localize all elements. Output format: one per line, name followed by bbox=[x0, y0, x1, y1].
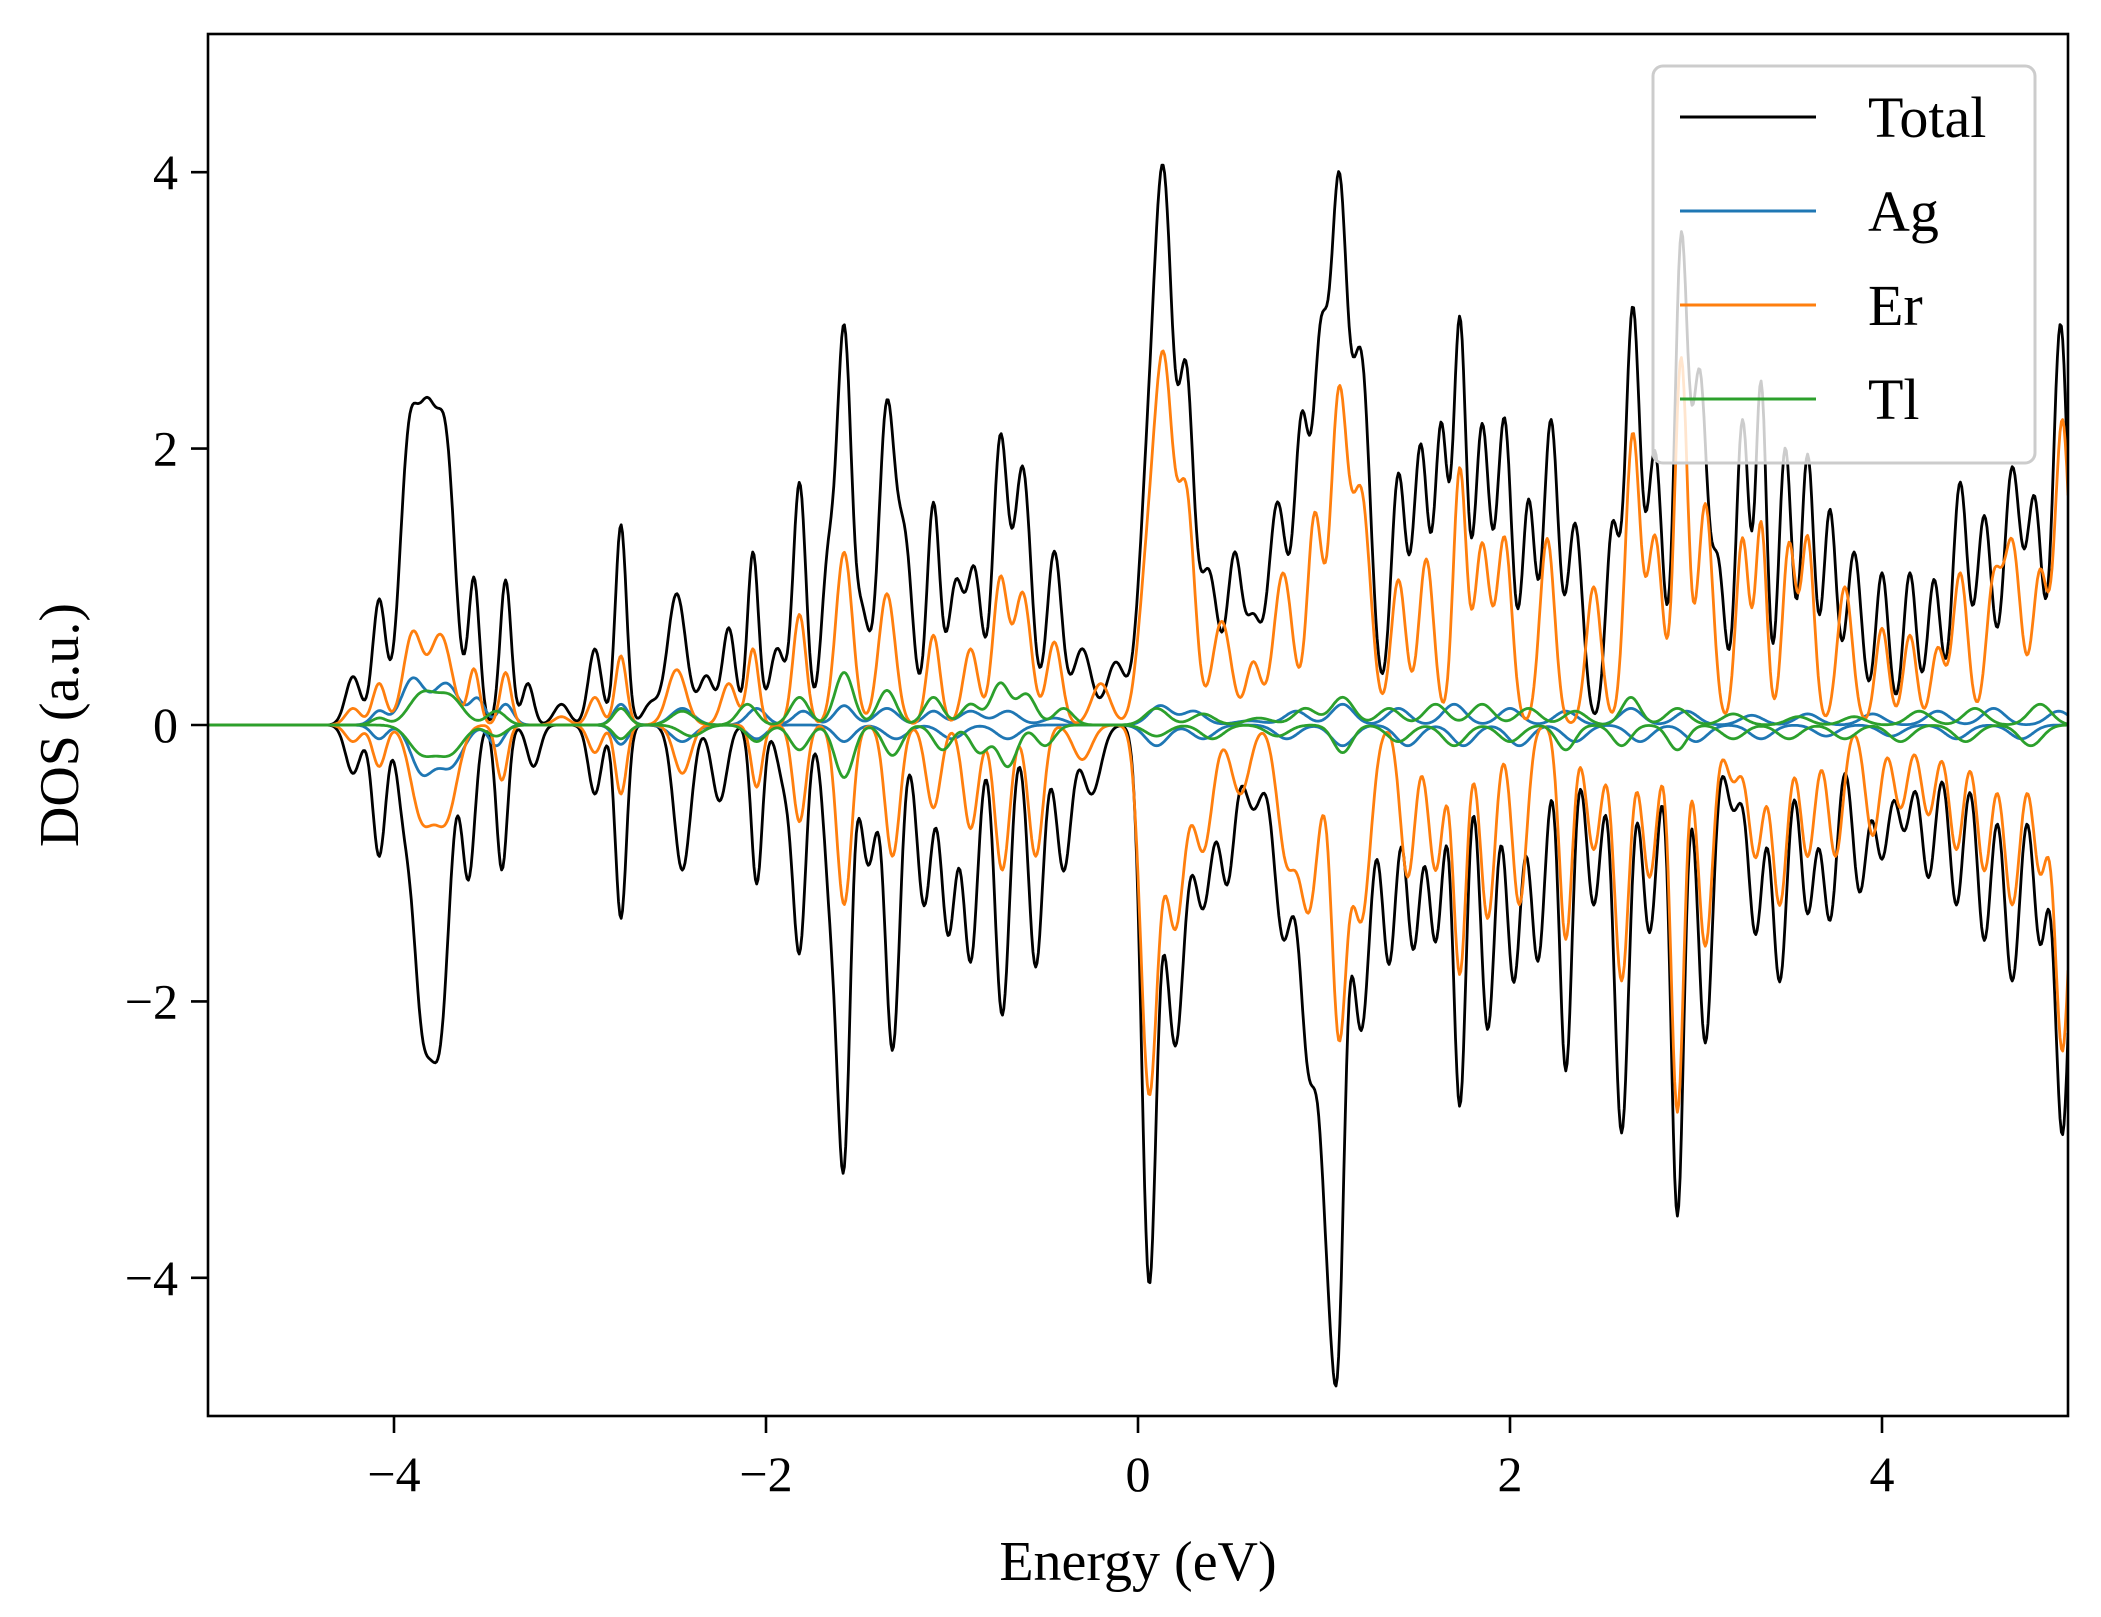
x-tick-label: 2 bbox=[1498, 1446, 1523, 1502]
series-line-er-spin-up bbox=[208, 349, 2068, 727]
legend-label-er: Er bbox=[1868, 273, 1923, 338]
legend-label-ag: Ag bbox=[1868, 179, 1939, 244]
legend-label-tl: Tl bbox=[1868, 367, 1920, 432]
y-axis-label: DOS (a.u.) bbox=[29, 603, 91, 847]
y-tick-label: 0 bbox=[153, 697, 178, 753]
y-tick-label: 2 bbox=[153, 421, 178, 477]
legend-frame bbox=[1651, 64, 2037, 465]
y-axis: −4 −2 0 2 4 bbox=[125, 144, 208, 1306]
series-line-tl-spin-down bbox=[208, 723, 2068, 779]
x-axis: −4 −2 0 2 4 bbox=[367, 1416, 1895, 1502]
y-tick-label: 4 bbox=[153, 144, 178, 200]
x-tick-label: 4 bbox=[1870, 1446, 1895, 1502]
legend-label-total: Total bbox=[1868, 85, 1986, 150]
x-tick-label: −2 bbox=[739, 1446, 792, 1502]
y-tick-label: −2 bbox=[125, 973, 178, 1029]
x-tick-label: −4 bbox=[367, 1446, 420, 1502]
series-line-tl-spin-up bbox=[208, 671, 2068, 727]
x-tick-label: 0 bbox=[1126, 1446, 1151, 1502]
y-tick-label: −4 bbox=[125, 1250, 178, 1306]
curves-layer bbox=[208, 163, 2068, 1388]
x-axis-label: Energy (eV) bbox=[999, 1531, 1276, 1593]
legend: Total Ag Er Tl bbox=[1651, 64, 2037, 465]
